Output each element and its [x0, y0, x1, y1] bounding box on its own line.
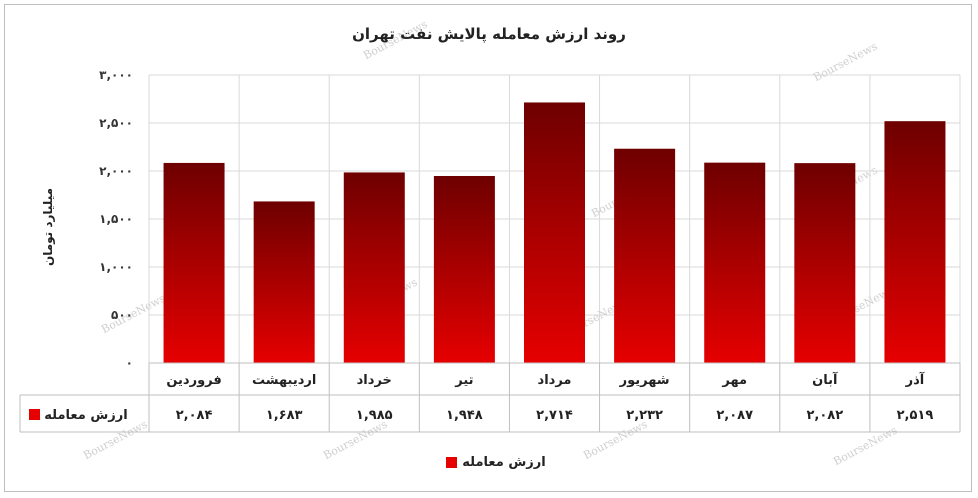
x-tick-label: مهر	[721, 373, 747, 388]
chart-frame: BourseNews BourseNews BourseNews BourseNews…	[4, 4, 972, 492]
y-tick-label: ۳,۰۰۰	[99, 68, 133, 82]
x-tick-label: آبان	[812, 371, 838, 388]
data-label: ۱,۹۴۸	[446, 408, 483, 423]
x-tick-label: خرداد	[357, 373, 392, 388]
table-series-swatch	[29, 409, 40, 420]
x-tick-label: مرداد	[538, 373, 572, 388]
y-tick-label: ۱,۰۰۰	[99, 260, 133, 274]
data-label: ۲,۷۱۴	[536, 408, 573, 423]
data-label: ۲,۰۸۲	[806, 408, 843, 423]
data-label: ۱,۹۸۵	[356, 408, 393, 423]
x-tick-label: فروردین	[166, 373, 221, 388]
y-tick-label: ۲,۰۰۰	[99, 164, 133, 178]
data-label: ۲,۲۳۲	[626, 408, 663, 423]
bar	[704, 162, 766, 363]
legend-swatch	[446, 457, 457, 468]
watermark: BourseNews	[81, 417, 150, 462]
data-label: ۱,۶۸۳	[266, 408, 303, 423]
data-label: ۲,۵۱۹	[897, 408, 934, 423]
data-label: ۲,۰۸۴	[176, 408, 213, 423]
bar	[794, 163, 856, 363]
y-tick-label: ۵۰۰	[111, 308, 133, 322]
watermark: BourseNews	[99, 291, 168, 336]
watermark: BourseNews	[321, 417, 390, 462]
legend: ارزش معامله	[446, 455, 546, 470]
bar	[884, 121, 946, 364]
table-series-name: ارزش معامله	[44, 408, 127, 423]
data-label: ۲,۰۸۷	[716, 408, 753, 423]
chart-title: روند ارزش معامله پالایش نفت تهران	[352, 25, 626, 44]
x-tick-label: تیر	[454, 373, 473, 388]
x-tick-label: آذر	[905, 371, 925, 388]
bar	[343, 172, 405, 363]
watermark: BourseNews	[581, 417, 650, 462]
bar	[253, 201, 315, 363]
bar	[163, 162, 225, 363]
y-axis-label: میلیارد تومان	[41, 188, 56, 266]
x-tick-label: شهریور	[619, 373, 670, 388]
bar	[433, 175, 495, 363]
legend-label: ارزش معامله	[462, 455, 545, 470]
y-tick-label: ۲,۵۰۰	[99, 116, 133, 130]
x-tick-label: اردیبهشت	[252, 373, 316, 388]
watermark: BourseNews	[831, 423, 900, 468]
bar-chart: BourseNews BourseNews BourseNews BourseNews…	[19, 17, 961, 470]
y-tick-label: ۱,۵۰۰	[99, 212, 133, 226]
y-tick-label: ۰	[126, 356, 133, 370]
bar	[614, 148, 676, 363]
bar	[524, 102, 585, 364]
